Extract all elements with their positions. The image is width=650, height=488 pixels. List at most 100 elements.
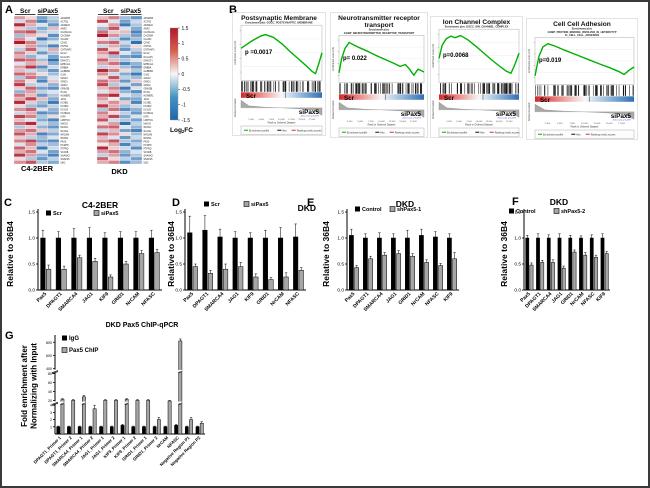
svg-text:ERBB4: ERBB4 [144,67,152,69]
svg-text:5,000: 5,000 [358,121,364,123]
svg-text:2,500: 2,500 [446,121,452,123]
svg-text:KCNB1: KCNB1 [61,103,69,105]
svg-text:SHANK2: SHANK2 [61,154,71,157]
bar-chart-dkd-pax5-chip-qpcr: 1 2 3 4 20 40 60 80 400 600 800 DKD Pax5 ChIP-qPCR F… [20,318,350,486]
colorbar: 1.5 1 0.5 0 -0.5 -1 -1.5 Log2FC [169,26,193,134]
svg-text:Ranked list metric: Ranked list metric [332,99,335,119]
svg-text:Ranking metric scores: Ranking metric scores [395,131,420,134]
svg-text:JAG1: JAG1 [61,98,68,101]
svg-text:KCNJ3: KCNJ3 [61,110,69,112]
svg-text:IC_CELL_CELL_ADHESION: IC_CELL_CELL_ADHESION [565,33,599,37]
svg-text:Hits: Hits [282,129,287,132]
svg-text:Scr: Scr [540,97,551,104]
bar [298,269,304,291]
svg-text:20: 20 [48,399,52,403]
svg-text:Ranked list metric: Ranked list metric [234,97,237,117]
svg-text:NFASC: NFASC [144,126,152,129]
svg-text:ADAM22: ADAM22 [61,24,71,27]
bar [600,237,605,291]
svg-text:Control: Control [516,209,536,215]
bar [223,268,229,291]
svg-text:MAGI2: MAGI2 [61,123,69,126]
svg-text:NrCAM: NrCAM [125,291,141,307]
heatmap-c42ber: Scr siPax5 ADGRB3 ACTN2 ADAM22 ANK3 CACNA1A CAC… [13,6,88,173]
svg-text:Enrichment score (ES): Enrichment score (ES) [332,47,335,71]
panel-e-label: E [307,197,315,209]
panel-f-label: F [512,196,519,208]
svg-text:Rank in Ordered Dataset: Rank in Ordered Dataset [368,123,396,126]
svg-text:KCNB1: KCNB1 [144,103,152,105]
svg-text:GRID1: GRID1 [61,81,69,83]
svg-text:5,000: 5,000 [557,123,563,125]
svg-text:KIF9: KIF9 [98,291,110,303]
panel-b-label: B [229,4,237,16]
svg-text:KIF9: KIF9 [61,117,67,119]
svg-text:1: 1 [50,425,52,429]
svg-text:GRID1: GRID1 [111,291,126,306]
svg-text:GRIN2B: GRIN2B [144,88,153,90]
bar [109,426,114,435]
svg-text:1.0: 1.0 [175,236,182,242]
svg-text:NrCAM: NrCAM [269,291,285,307]
svg-text:GRID1: GRID1 [144,81,152,83]
svg-text:Ranking metric scores: Ranking metric scores [297,129,322,132]
bar [167,400,172,435]
svg-text:CDH2: CDH2 [61,43,68,45]
panel-d-label: D [172,197,180,209]
bar [253,276,259,291]
svg-text:siPax5: siPax5 [120,8,141,15]
bar [163,426,168,435]
svg-text:1.5: 1.5 [28,210,35,216]
svg-text:SCN1B: SCN1B [144,152,152,154]
svg-text:ANK3: ANK3 [144,28,151,31]
bar [102,237,108,291]
svg-text:PAX5: PAX5 [144,140,150,143]
svg-text:LRRTM1: LRRTM1 [144,120,154,122]
bar [86,237,92,291]
bar [262,237,268,291]
svg-text:800: 800 [46,341,52,345]
svg-text:CACNB4: CACNB4 [61,35,71,38]
svg-text:ADGRB3: ADGRB3 [144,17,154,20]
svg-text:SHANK2: SHANK2 [144,154,154,157]
svg-text:10,000: 10,000 [378,121,385,123]
svg-text:0.0: 0.0 [28,288,35,294]
svg-text:Pax5 ChIP: Pax5 ChIP [69,348,98,354]
svg-text:Zero cross at 12477: Zero cross at 12477 [301,115,320,118]
svg-text:0.0: 0.0 [337,288,344,294]
bar [540,262,545,291]
svg-text:15,000: 15,000 [496,121,503,123]
svg-text:17,500: 17,500 [309,119,316,121]
svg-text:IgG: IgG [69,336,79,342]
bar [131,426,136,435]
bar-chart-dkd-sipax5-qpcr: 0.0 0.5 1.0 1.5 DKD Relative to 36B4 Scr siPax5… [166,198,318,341]
bar [546,237,551,291]
heatmap-dkd: Scr siPax5 ADGRB3 ACTN2 ADAM22 ANK3 CACNA1A CAC… [96,6,171,173]
svg-text:7,500: 7,500 [569,123,575,125]
svg-text:1.0: 1.0 [514,236,521,242]
svg-text:Zero cross at 12477: Zero cross at 12477 [403,117,422,120]
panel-c-label: C [4,197,12,209]
svg-text:CNTNAP2: CNTNAP2 [61,49,73,52]
svg-text:Enrichment profile: Enrichment profile [543,133,564,136]
svg-text:Ranked list metric: Ranked list metric [432,99,435,119]
svg-text:HCN1: HCN1 [61,92,68,94]
bar [46,268,52,291]
svg-text:1.5: 1.5 [337,210,344,216]
bar [92,261,98,291]
bar [551,262,555,291]
svg-text:HOMER1: HOMER1 [61,96,72,98]
svg-text:ACTN2: ACTN2 [61,21,69,24]
svg-text:GABRB2: GABRB2 [144,70,154,73]
svg-text:600: 600 [46,354,52,358]
bar [268,279,274,291]
svg-text:PAX5: PAX5 [61,140,67,143]
heatmap-caption-c42ber: C4-2BER [20,164,54,173]
svg-text:siPax5: siPax5 [37,8,58,15]
svg-text:5,000: 5,000 [456,121,462,123]
svg-text:DKD: DKD [396,199,414,209]
svg-text:DLG2: DLG2 [144,53,151,55]
svg-text:DKD: DKD [550,198,568,207]
